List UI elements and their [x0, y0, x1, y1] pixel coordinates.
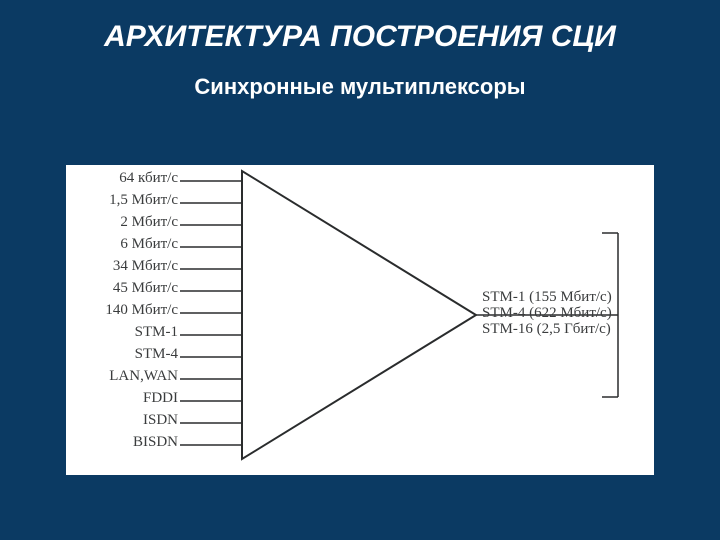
input-label: ISDN: [70, 413, 178, 435]
input-label: STM-4: [70, 347, 178, 369]
output-label: STM-16 (2,5 Гбит/с): [482, 322, 652, 338]
input-label: LAN,WAN: [70, 369, 178, 391]
input-label: 64 кбит/с: [70, 171, 178, 193]
mux-triangle: [242, 171, 476, 459]
input-label: 140 Мбит/с: [70, 303, 178, 325]
input-label: STM-1: [70, 325, 178, 347]
input-label: 6 Мбит/с: [70, 237, 178, 259]
input-label: 45 Мбит/с: [70, 281, 178, 303]
output-label: STM-4 (622 Мбит/с): [482, 306, 652, 322]
page-subtitle: Синхронные мультиплексоры: [0, 74, 720, 100]
input-label: FDDI: [70, 391, 178, 413]
input-label: 1,5 Мбит/с: [70, 193, 178, 215]
output-labels: STM-1 (155 Мбит/с)STM-4 (622 Мбит/с)STM-…: [482, 290, 652, 337]
page-title: АРХИТЕКТУРА ПОСТРОЕНИЯ СЦИ: [0, 0, 720, 56]
multiplexer-diagram: 64 кбит/с1,5 Мбит/с2 Мбит/с6 Мбит/с34 Мб…: [66, 165, 654, 475]
input-label: BISDN: [70, 435, 178, 457]
left-connectors: [180, 181, 242, 445]
output-label: STM-1 (155 Мбит/с): [482, 290, 652, 306]
input-labels: 64 кбит/с1,5 Мбит/с2 Мбит/с6 Мбит/с34 Мб…: [70, 171, 178, 457]
input-label: 2 Мбит/с: [70, 215, 178, 237]
input-label: 34 Мбит/с: [70, 259, 178, 281]
